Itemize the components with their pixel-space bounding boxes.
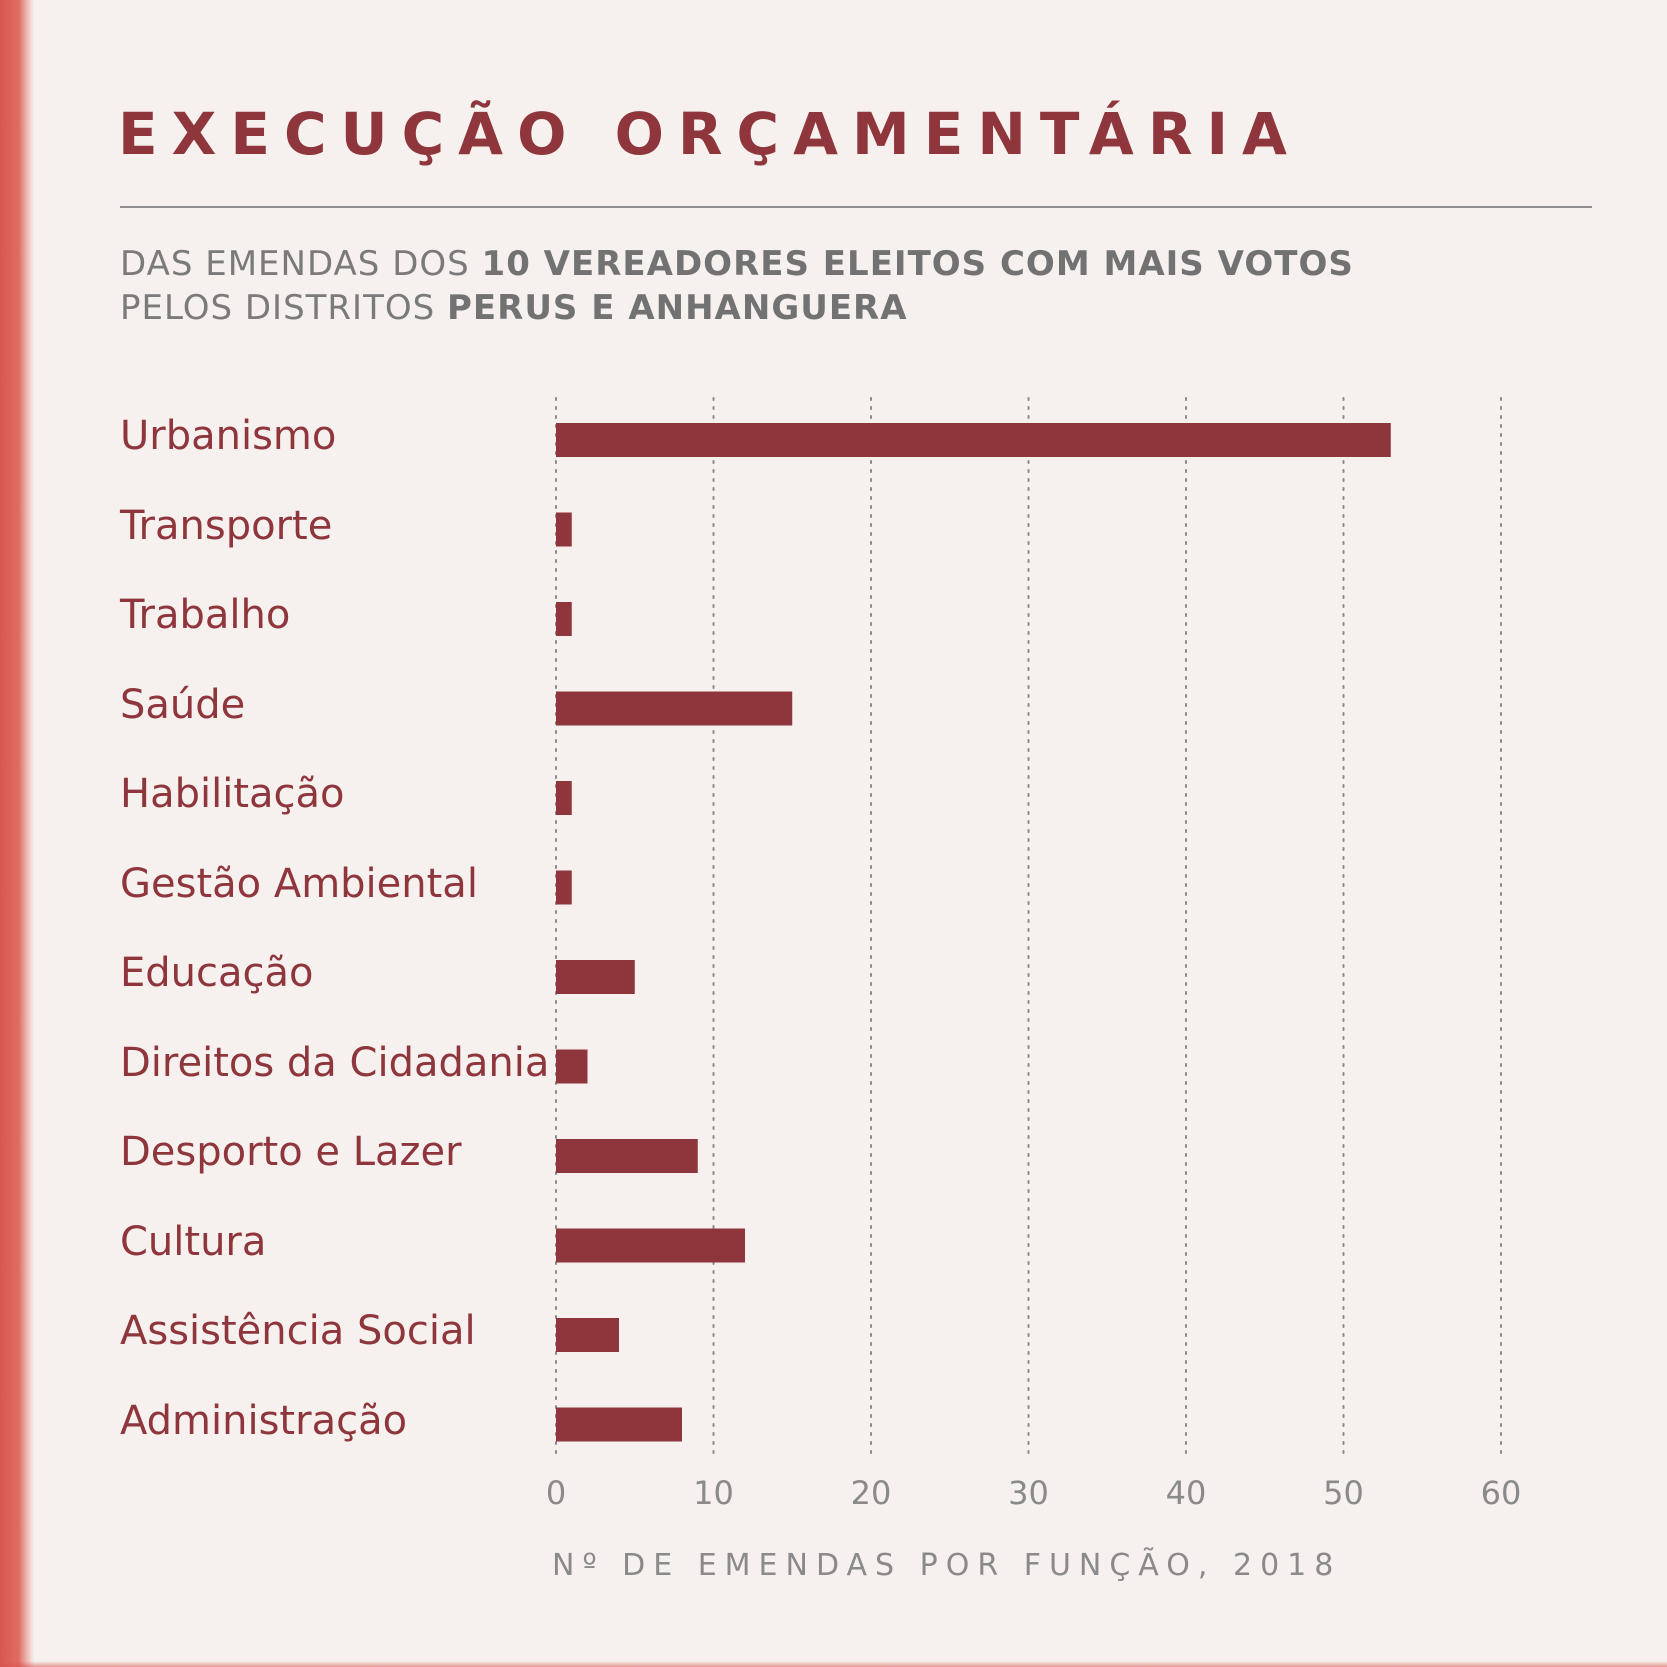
category-label: Educação xyxy=(120,950,314,996)
category-label: Desporto e Lazer xyxy=(120,1129,462,1175)
x-tick-label-30: 30 xyxy=(1008,1474,1049,1512)
bar-10 xyxy=(556,1318,619,1352)
bar-8 xyxy=(556,1139,698,1173)
category-label: Gestão Ambiental xyxy=(120,860,478,907)
subtitle-line-1: DAS EMENDAS DOS 10 VEREADORES ELEITOS CO… xyxy=(120,244,1354,284)
category-label: Cultura xyxy=(120,1218,267,1265)
title-divider xyxy=(120,206,1592,208)
bar-2 xyxy=(556,602,572,636)
x-tick-label-60: 60 xyxy=(1481,1474,1522,1512)
subtitle-line-2-bold: PERUS E ANHANGUERA xyxy=(447,288,908,328)
bar-1 xyxy=(556,512,572,547)
x-tick-label-10: 10 xyxy=(693,1474,734,1512)
subtitle-line-1-prefix: DAS EMENDAS DOS xyxy=(120,244,482,284)
category-label: Administração xyxy=(120,1397,408,1444)
x-tick-label-0: 0 xyxy=(546,1474,566,1512)
bar-0 xyxy=(556,423,1391,457)
bar-3 xyxy=(556,691,793,726)
subtitle-line-2: PELOS DISTRITOS PERUS E ANHANGUERA xyxy=(120,288,908,328)
left-paint-edge xyxy=(0,0,34,1667)
bar-9 xyxy=(556,1228,745,1263)
category-label: Transporte xyxy=(120,502,333,549)
category-label: Urbanismo xyxy=(120,413,337,459)
bar-6 xyxy=(556,960,635,994)
subtitle-line-1-bold: 10 VEREADORES ELEITOS COM MAIS VOTOS xyxy=(481,244,1354,284)
category-label: Habilitação xyxy=(120,771,345,817)
bar-4 xyxy=(556,781,572,815)
x-tick-label-20: 20 xyxy=(851,1474,892,1512)
chart-title: EXECUÇÃO ORÇAMENTÁRIA xyxy=(118,100,1301,168)
category-label: Trabalho xyxy=(120,592,291,638)
bar-11 xyxy=(556,1407,682,1442)
subtitle-line-2-prefix: PELOS DISTRITOS xyxy=(120,288,447,328)
bar-5 xyxy=(556,870,572,905)
bottom-paint-edge xyxy=(0,1661,1667,1667)
bar-7 xyxy=(556,1049,588,1084)
x-axis-label: Nº DE EMENDAS POR FUNÇÃO, 2018 xyxy=(552,1548,1342,1583)
category-label: Direitos da Cidadania xyxy=(120,1039,550,1086)
x-tick-label-40: 40 xyxy=(1166,1474,1207,1512)
x-tick-label-50: 50 xyxy=(1323,1474,1364,1512)
category-label: Assistência Social xyxy=(120,1308,476,1354)
category-label: Saúde xyxy=(120,681,246,728)
